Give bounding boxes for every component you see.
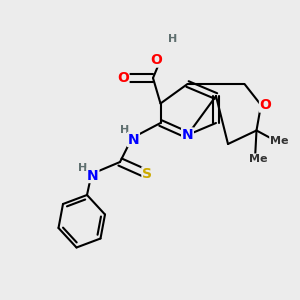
Text: N: N (182, 128, 193, 142)
Text: O: O (260, 98, 272, 112)
Text: H: H (120, 125, 129, 136)
Text: N: N (87, 169, 99, 182)
Text: H: H (78, 163, 87, 173)
Text: O: O (117, 71, 129, 85)
Text: O: O (150, 53, 162, 67)
Text: S: S (142, 167, 152, 181)
Text: Me: Me (249, 154, 267, 164)
Text: Me: Me (270, 136, 288, 146)
Text: N: N (128, 133, 139, 146)
Text: H: H (168, 34, 177, 44)
